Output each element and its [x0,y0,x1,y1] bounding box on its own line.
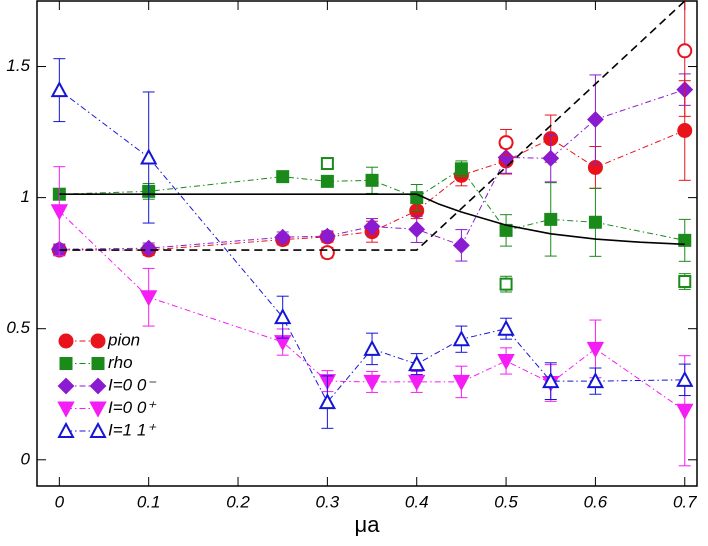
x-tick-label: 0.1 [137,492,161,511]
marker [140,239,158,257]
series-line [59,193,685,246]
marker [320,174,334,188]
marker [319,245,335,261]
plot-frame [36,0,698,487]
x-tick-label: 0.3 [316,492,340,511]
series-line [59,1,686,251]
marker [90,333,106,349]
y-tick-label: 1.5 [6,56,30,75]
x-tick-label: 0.4 [405,492,429,511]
legend-label: I=1 1⁺ [108,420,157,439]
marker [452,236,470,254]
marker [678,275,692,289]
legend-label: pion [107,330,140,349]
marker [497,319,515,336]
marker [140,290,158,307]
legend-label: I=0 0⁻ [108,375,157,394]
marker [452,330,471,347]
x-tick-label: 0 [55,492,65,511]
x-axis-label: μa [355,512,381,537]
marker [408,354,426,372]
marker [410,191,424,205]
x-tick-label: 0.2 [226,492,250,511]
y-tick-label: 0 [21,449,31,468]
marker [586,111,604,128]
marker [586,341,605,358]
marker [57,401,75,418]
marker [408,374,426,392]
legend-label: rho [108,353,133,372]
marker [274,228,292,246]
marker [542,149,560,167]
marker [276,170,290,184]
marker [274,308,292,325]
marker [58,333,74,349]
marker [57,377,75,395]
marker [50,204,69,221]
marker [676,403,694,420]
y-tick-label: 1 [21,187,30,206]
x-tick-label: 0.6 [584,492,608,511]
marker [91,357,105,370]
marker [542,372,560,389]
marker [140,148,158,165]
marker [59,357,73,370]
marker [89,377,107,395]
x-tick-label: 0.7 [673,492,697,511]
marker [363,218,381,235]
marker [57,421,75,438]
marker [497,353,515,371]
x-tick-label: 0.5 [494,492,518,511]
marker [677,43,693,59]
marker [677,123,693,139]
marker [499,277,513,291]
marker [452,374,471,392]
marker [678,233,692,247]
marker [363,374,381,392]
marker [50,81,69,98]
marker [408,220,426,238]
legend-label: I=0 0⁺ [108,398,157,417]
marker [320,157,334,171]
marker [544,212,558,226]
marker [498,135,514,151]
plot-area [50,1,694,467]
y-tick-label: 0.5 [6,318,30,337]
series-line [59,168,685,241]
marker [676,370,694,387]
series-line [59,130,685,251]
marker [363,339,381,356]
marker [318,227,336,245]
series-line [59,89,685,250]
marker [89,421,107,438]
marker [586,372,605,389]
marker [89,401,107,418]
marker [365,173,379,187]
marker [588,215,602,229]
marker [318,392,337,410]
marker [454,162,468,176]
